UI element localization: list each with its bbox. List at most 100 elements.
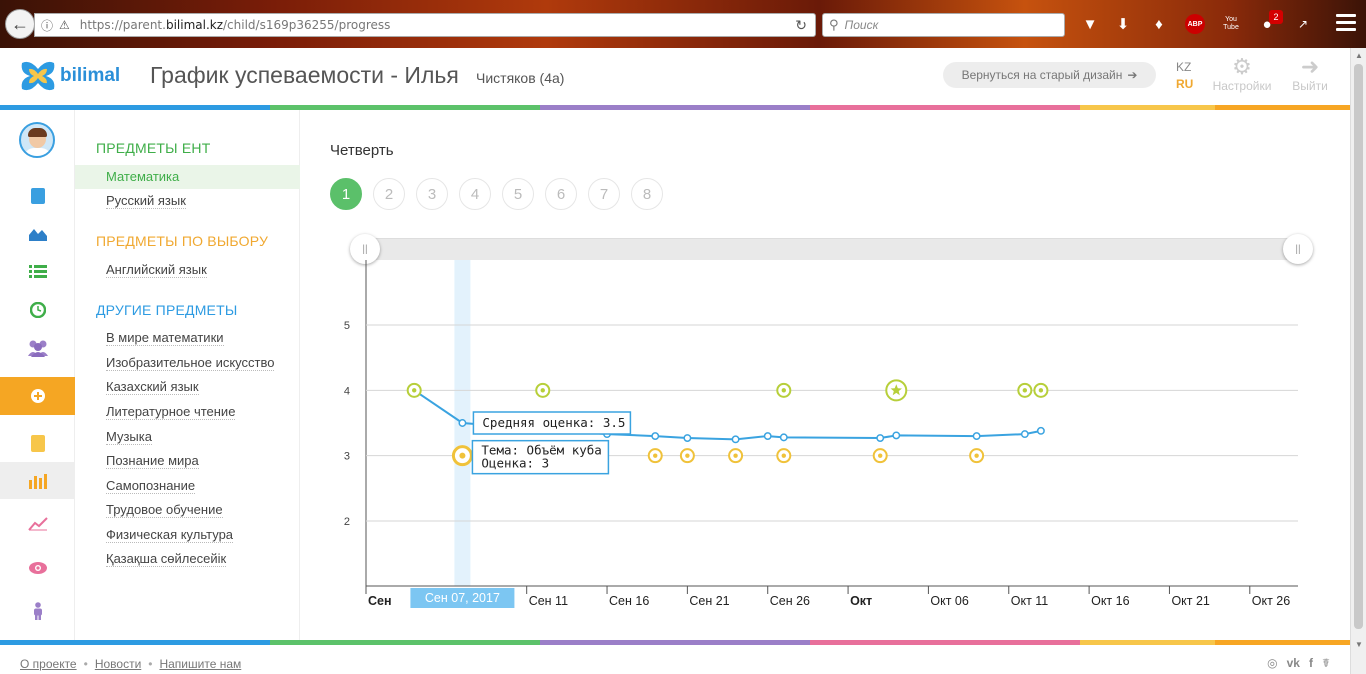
subject-item[interactable]: Трудовое обучение: [106, 502, 223, 518]
pocket-icon[interactable]: ▼: [1082, 15, 1098, 33]
subject-list: ПРЕДМЕТЫ ЕНТ Математика Русский язык ПРЕ…: [75, 110, 300, 640]
clock-icon[interactable]: [0, 292, 75, 328]
range-handle-left[interactable]: ||: [350, 234, 380, 264]
scroll-down-icon[interactable]: ▼: [1355, 640, 1363, 649]
subject-item[interactable]: Қазақша сөйлесейік: [106, 551, 227, 567]
profile-icon[interactable]: [0, 178, 75, 214]
trend-icon[interactable]: [0, 506, 75, 542]
grade-tooltip-grade: Оценка: 3: [481, 456, 549, 471]
average-tooltip: [472, 411, 632, 435]
quarter-button-2[interactable]: 2: [373, 178, 405, 210]
logo[interactable]: bilimal: [20, 59, 120, 93]
puzzle-icon[interactable]: ♦: [1155, 15, 1163, 33]
footer-link-news[interactable]: Новости: [94, 657, 142, 671]
instagram-icon[interactable]: ◎: [1267, 656, 1278, 670]
bar-chart-icon[interactable]: [0, 462, 75, 499]
footer-link-contact[interactable]: Напишите нам: [159, 657, 242, 671]
subject-item[interactable]: Познание мира: [106, 453, 199, 469]
area-chart-icon[interactable]: [0, 216, 75, 252]
grade-3-marker-dot: [653, 453, 658, 458]
subject-item-english[interactable]: Английский язык: [106, 262, 207, 278]
adblock-icon[interactable]: ABP: [1185, 14, 1205, 34]
extension-arrow-icon[interactable]: ↗: [1297, 17, 1309, 31]
page-scrollbar[interactable]: ▲ ▼: [1350, 48, 1366, 674]
quarter-label: Четверть: [330, 142, 394, 159]
grade-3-marker-dot: [459, 452, 466, 459]
info-icon[interactable]: ⓘ: [41, 18, 54, 33]
subject-item[interactable]: Самопознание: [106, 478, 196, 494]
range-scroller[interactable]: [365, 238, 1300, 260]
lang-kz-link[interactable]: KZ: [1176, 60, 1192, 74]
grade-3-marker-dot: [685, 453, 690, 458]
youtube-icon[interactable]: You Tube: [1223, 16, 1239, 31]
quarter-button-1[interactable]: 1: [330, 178, 362, 210]
quarter-button-8[interactable]: 8: [631, 178, 663, 210]
range-handle-right[interactable]: ||: [1283, 234, 1313, 264]
x-tick-label: Сен 21: [689, 594, 729, 608]
group-icon[interactable]: [0, 330, 75, 366]
address-bar[interactable]: ⓘ ⚠ https://parent.bilimal.kz/child/s169…: [34, 13, 816, 37]
quarter-button-7[interactable]: 7: [588, 178, 620, 210]
scrollbar-thumb[interactable]: [1354, 64, 1363, 629]
average-point: [779, 433, 788, 442]
subject-item[interactable]: Литературное чтение: [106, 404, 236, 420]
subject-item[interactable]: Физическая культура: [106, 527, 234, 543]
url-text: https://parent.bilimal.kz/child/s169p362…: [79, 18, 391, 32]
x-tick-label: Окт: [850, 594, 872, 608]
grade-tooltip: [471, 439, 610, 475]
quarter-button-3[interactable]: 3: [416, 178, 448, 210]
reload-icon[interactable]: ↻: [795, 17, 807, 33]
y-tick-label: 2: [344, 516, 350, 528]
subject-item-russian[interactable]: Русский язык: [106, 193, 186, 209]
logo-text: bilimal: [60, 65, 121, 86]
quarter-button-4[interactable]: 4: [459, 178, 491, 210]
lang-ru-link[interactable]: RU: [1176, 77, 1194, 91]
vk-icon[interactable]: vk: [1286, 656, 1300, 670]
notification-badge: 2: [1269, 10, 1283, 24]
scroll-up-icon[interactable]: ▲: [1355, 51, 1363, 60]
back-button[interactable]: ←: [5, 9, 35, 39]
crosshair-label-box: [410, 588, 515, 608]
subject-item-math[interactable]: Математика: [75, 165, 300, 189]
x-tick-label: Окт 26: [1252, 594, 1290, 608]
quarter-button-5[interactable]: 5: [502, 178, 534, 210]
student-name: Чистяков (4а): [476, 70, 565, 86]
menu-icon[interactable]: [1336, 14, 1356, 32]
gear-icon: ⚙: [1232, 54, 1252, 79]
subject-item[interactable]: В мире математики: [106, 330, 224, 346]
average-point: [972, 432, 981, 441]
extension-icon[interactable]: ●: [1262, 15, 1272, 33]
x-tick-label: Окт 06: [930, 594, 968, 608]
person-icon[interactable]: [0, 593, 75, 629]
grade-3-marker-dot: [733, 453, 738, 458]
average-point: [731, 435, 740, 444]
x-tick-label: Окт 21: [1171, 594, 1209, 608]
subject-item[interactable]: Казахский язык: [106, 379, 199, 395]
add-button[interactable]: [0, 377, 75, 415]
y-tick-label: 4: [344, 385, 350, 397]
old-design-button[interactable]: Вернуться на старый дизайн ➔: [943, 62, 1156, 88]
lock-warning-icon[interactable]: ⚠: [59, 18, 70, 32]
download-icon[interactable]: ⬇: [1116, 16, 1130, 33]
average-point: [1036, 426, 1045, 435]
quarter-button-6[interactable]: 6: [545, 178, 577, 210]
facebook-icon[interactable]: f: [1308, 656, 1313, 670]
search-bar[interactable]: ⚲ Поиск: [822, 13, 1065, 37]
section-title-ent: ПРЕДМЕТЫ ЕНТ: [96, 140, 211, 156]
avatar[interactable]: [19, 122, 55, 158]
x-tick-label: Сен: [368, 594, 392, 608]
settings-button[interactable]: ⚙ Настройки: [1211, 54, 1273, 94]
document-icon[interactable]: [0, 425, 75, 461]
subject-item[interactable]: Музыка: [106, 429, 152, 445]
color-stripe-bottom: [0, 640, 1350, 645]
grade-3-marker-dot: [974, 453, 979, 458]
eye-icon[interactable]: [0, 550, 75, 586]
list-icon[interactable]: [0, 254, 75, 290]
subject-item[interactable]: Изобразительное искусство: [106, 355, 275, 371]
old-design-label: Вернуться на старый дизайн: [961, 68, 1123, 82]
logout-button[interactable]: ➜ Выйти: [1289, 55, 1331, 94]
average-point: [763, 432, 772, 441]
odnoklassniki-icon[interactable]: ☤: [1321, 656, 1330, 670]
average-point: [1020, 430, 1029, 439]
footer-link-about[interactable]: О проекте: [20, 657, 77, 671]
